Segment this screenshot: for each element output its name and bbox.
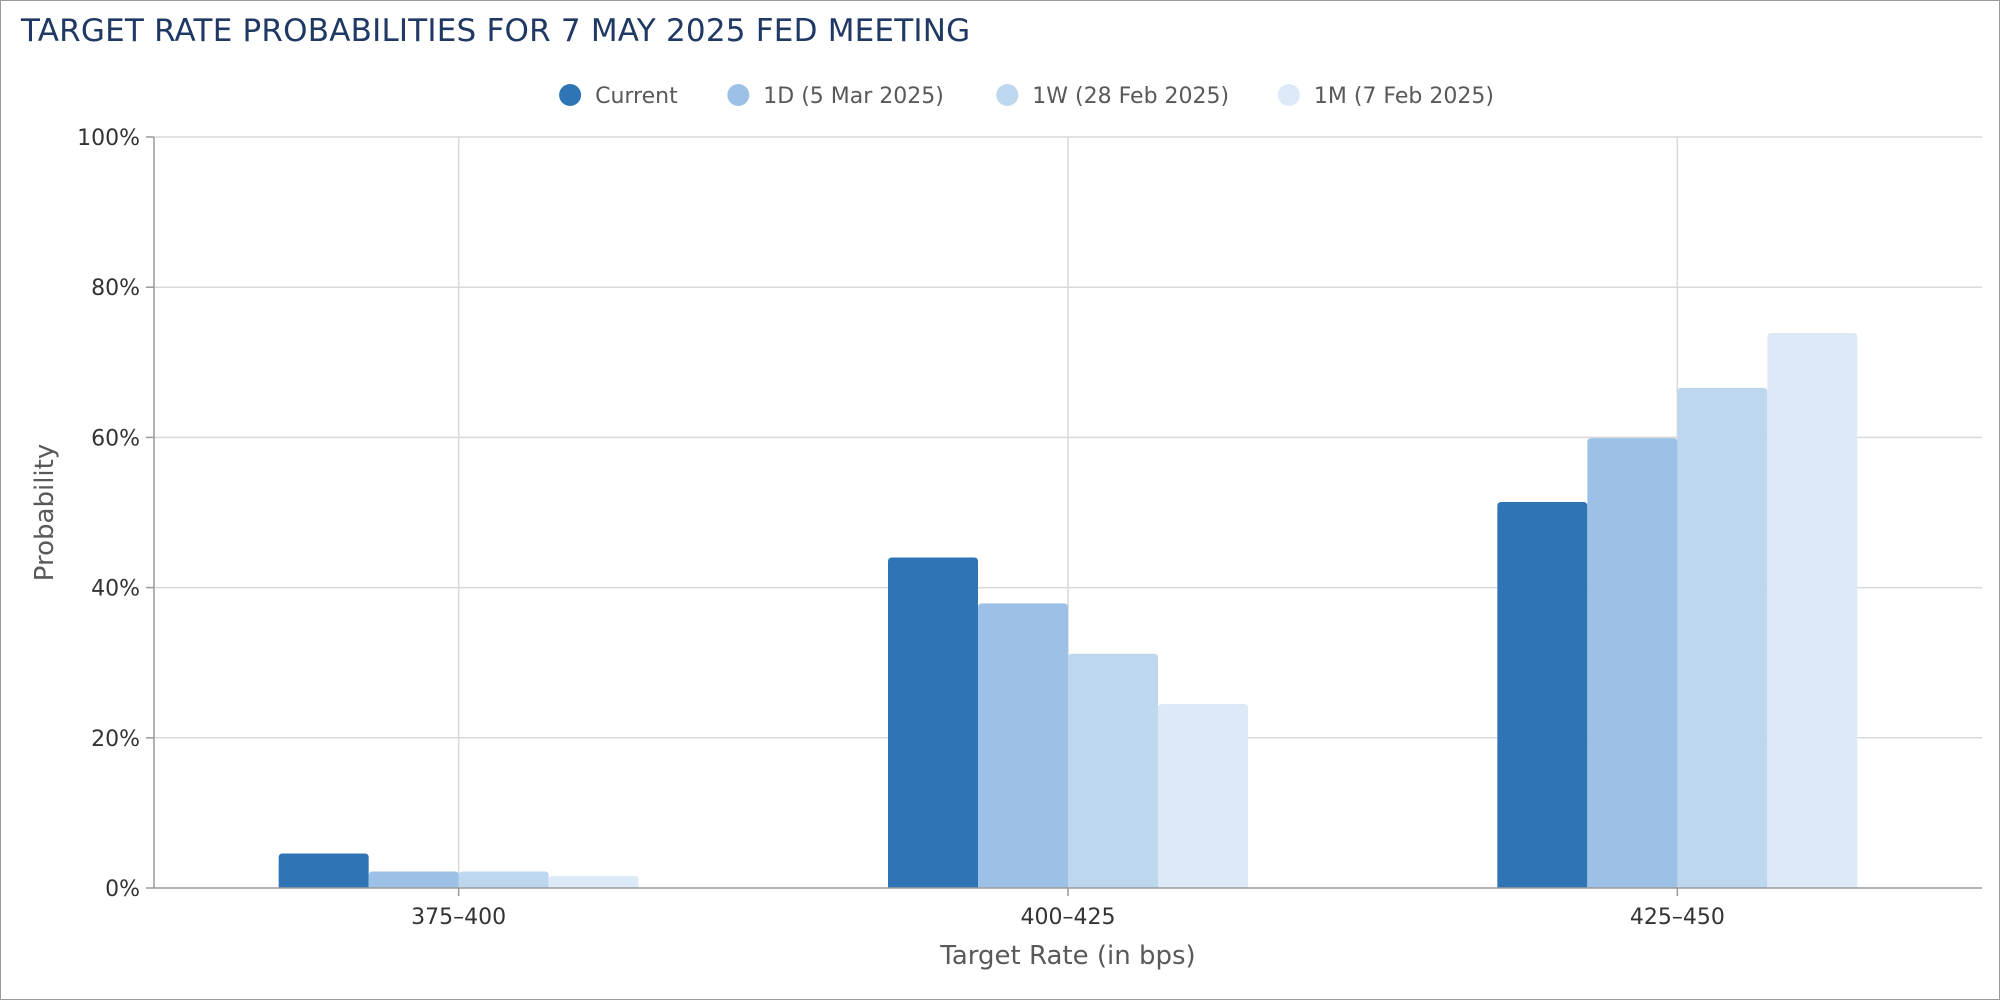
y-axis-title: Probability [30,444,60,581]
legend-marker-3 [1277,84,1300,106]
y-tick-label: 20% [91,727,140,752]
axes-group: 0% 20% 40% 60% 80% 100% 375–400 400–425 425–450 T… [30,126,1982,971]
legend-label-2: 1W (28 Feb 2025) [1032,84,1229,109]
bar-400-425-series-3 [1158,704,1248,888]
bar-400-425-series-2 [1068,653,1158,888]
legend-label-1: 1D (5 Mar 2025) [763,84,944,109]
bar-375-400-series-1 [368,871,459,888]
legend: Current 1D (5 Mar 2025) 1W (28 Feb 2025) 1M… [559,84,1494,109]
x-tick-label: 375–400 [411,905,506,930]
bar-375-400-series-0 [278,853,369,888]
bar-400-425-series-0 [888,557,978,888]
y-tick-label: 0% [105,877,140,902]
legend-marker-1 [727,84,750,106]
y-tick-label: 80% [91,276,140,301]
legend-marker-2 [996,84,1019,106]
bar-425-450-series-0 [1497,501,1588,888]
legend-marker-0 [559,84,582,106]
legend-label-3: 1M (7 Feb 2025) [1314,84,1494,109]
bar-400-425-series-1 [978,603,1068,888]
chart-title: TARGET RATE PROBABILITIES FOR 7 MAY 2025… [21,13,971,49]
y-tick-label: 60% [91,426,140,451]
bar-425-450-series-1 [1587,438,1678,888]
bar-375-400-series-3 [548,875,639,888]
x-tick-label: 425–450 [1630,905,1725,930]
bar-425-450-series-3 [1767,333,1858,888]
x-axis-title: Target Rate (in bps) [939,941,1195,971]
bars-group [278,333,1858,888]
y-tick-label: 100% [77,126,140,151]
x-tick-label: 400–425 [1021,905,1116,930]
bar-425-450-series-2 [1677,387,1768,888]
bar-375-400-series-2 [458,871,549,888]
legend-label-0: Current [595,84,678,109]
y-tick-label: 40% [91,577,140,602]
